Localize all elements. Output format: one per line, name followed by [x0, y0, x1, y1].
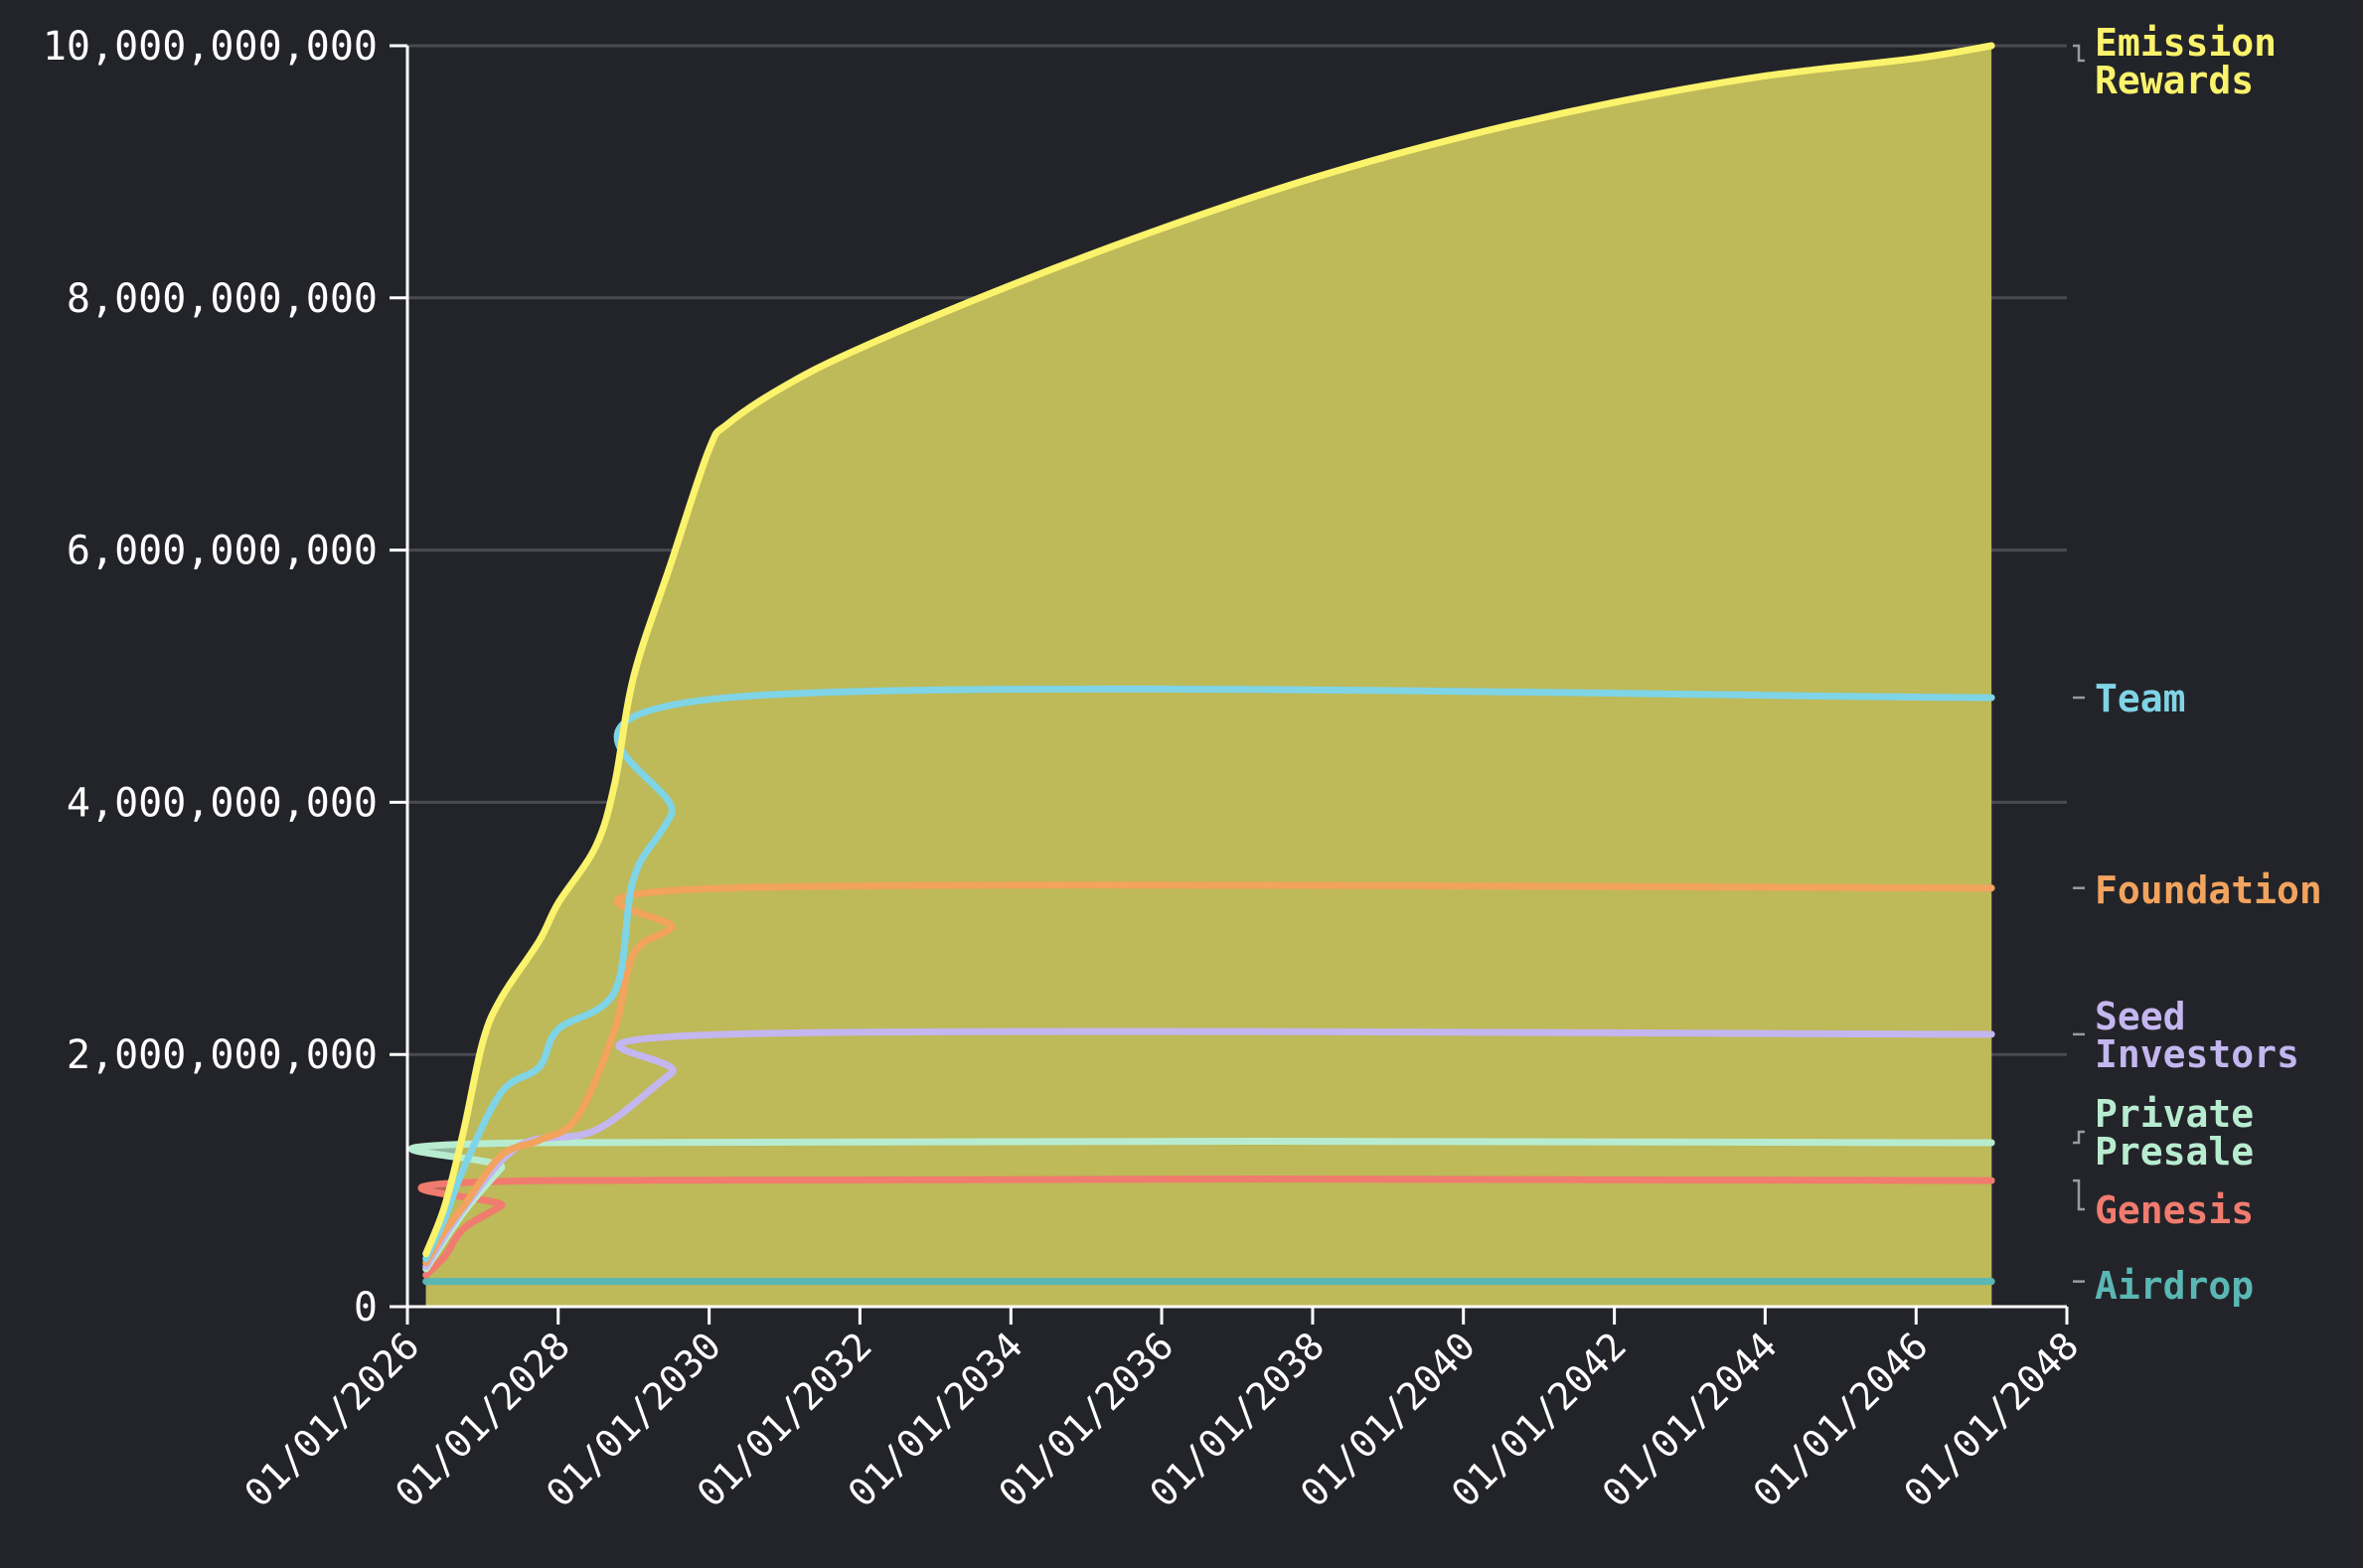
y-tick-label: 10,000,000,000 [43, 24, 378, 70]
series-label-private-presale: Presale [2095, 1130, 2254, 1174]
y-tick-label: 6,000,000,000 [67, 529, 378, 574]
line-seed-investors [422, 1027, 1995, 1270]
label-connector-private-presale [2073, 1130, 2085, 1145]
y-tick-label: 0 [354, 1285, 378, 1331]
y-tick-label: 2,000,000,000 [67, 1032, 378, 1078]
series-label-genesis: Genesis [2095, 1188, 2254, 1232]
label-connector-emission-rewards [2073, 44, 2085, 63]
series-areas [411, 46, 1992, 1307]
series-label-seed-investors: Seed [2095, 995, 2186, 1038]
y-tick-label: 4,000,000,000 [67, 780, 378, 826]
line-genesis [417, 1175, 1995, 1279]
line-team [422, 685, 1995, 1263]
series-label-emission-rewards: Rewards [2095, 59, 2254, 102]
series-label-emission-rewards: Emission [2095, 21, 2277, 65]
series-label-foundation: Foundation [2095, 868, 2322, 912]
y-tick-label: 8,000,000,000 [67, 276, 378, 322]
line-emission-rewards [422, 42, 1995, 1258]
label-connector-genesis [2073, 1178, 2085, 1211]
line-foundation [422, 881, 1995, 1267]
area-emission-rewards [425, 46, 1992, 1307]
series-label-private-presale: Private [2095, 1092, 2254, 1136]
series-lines [407, 42, 1995, 1286]
series-label-airdrop: Airdrop [2095, 1264, 2254, 1308]
series-label-team: Team [2095, 677, 2186, 720]
series-label-seed-investors: Investors [2095, 1032, 2299, 1076]
